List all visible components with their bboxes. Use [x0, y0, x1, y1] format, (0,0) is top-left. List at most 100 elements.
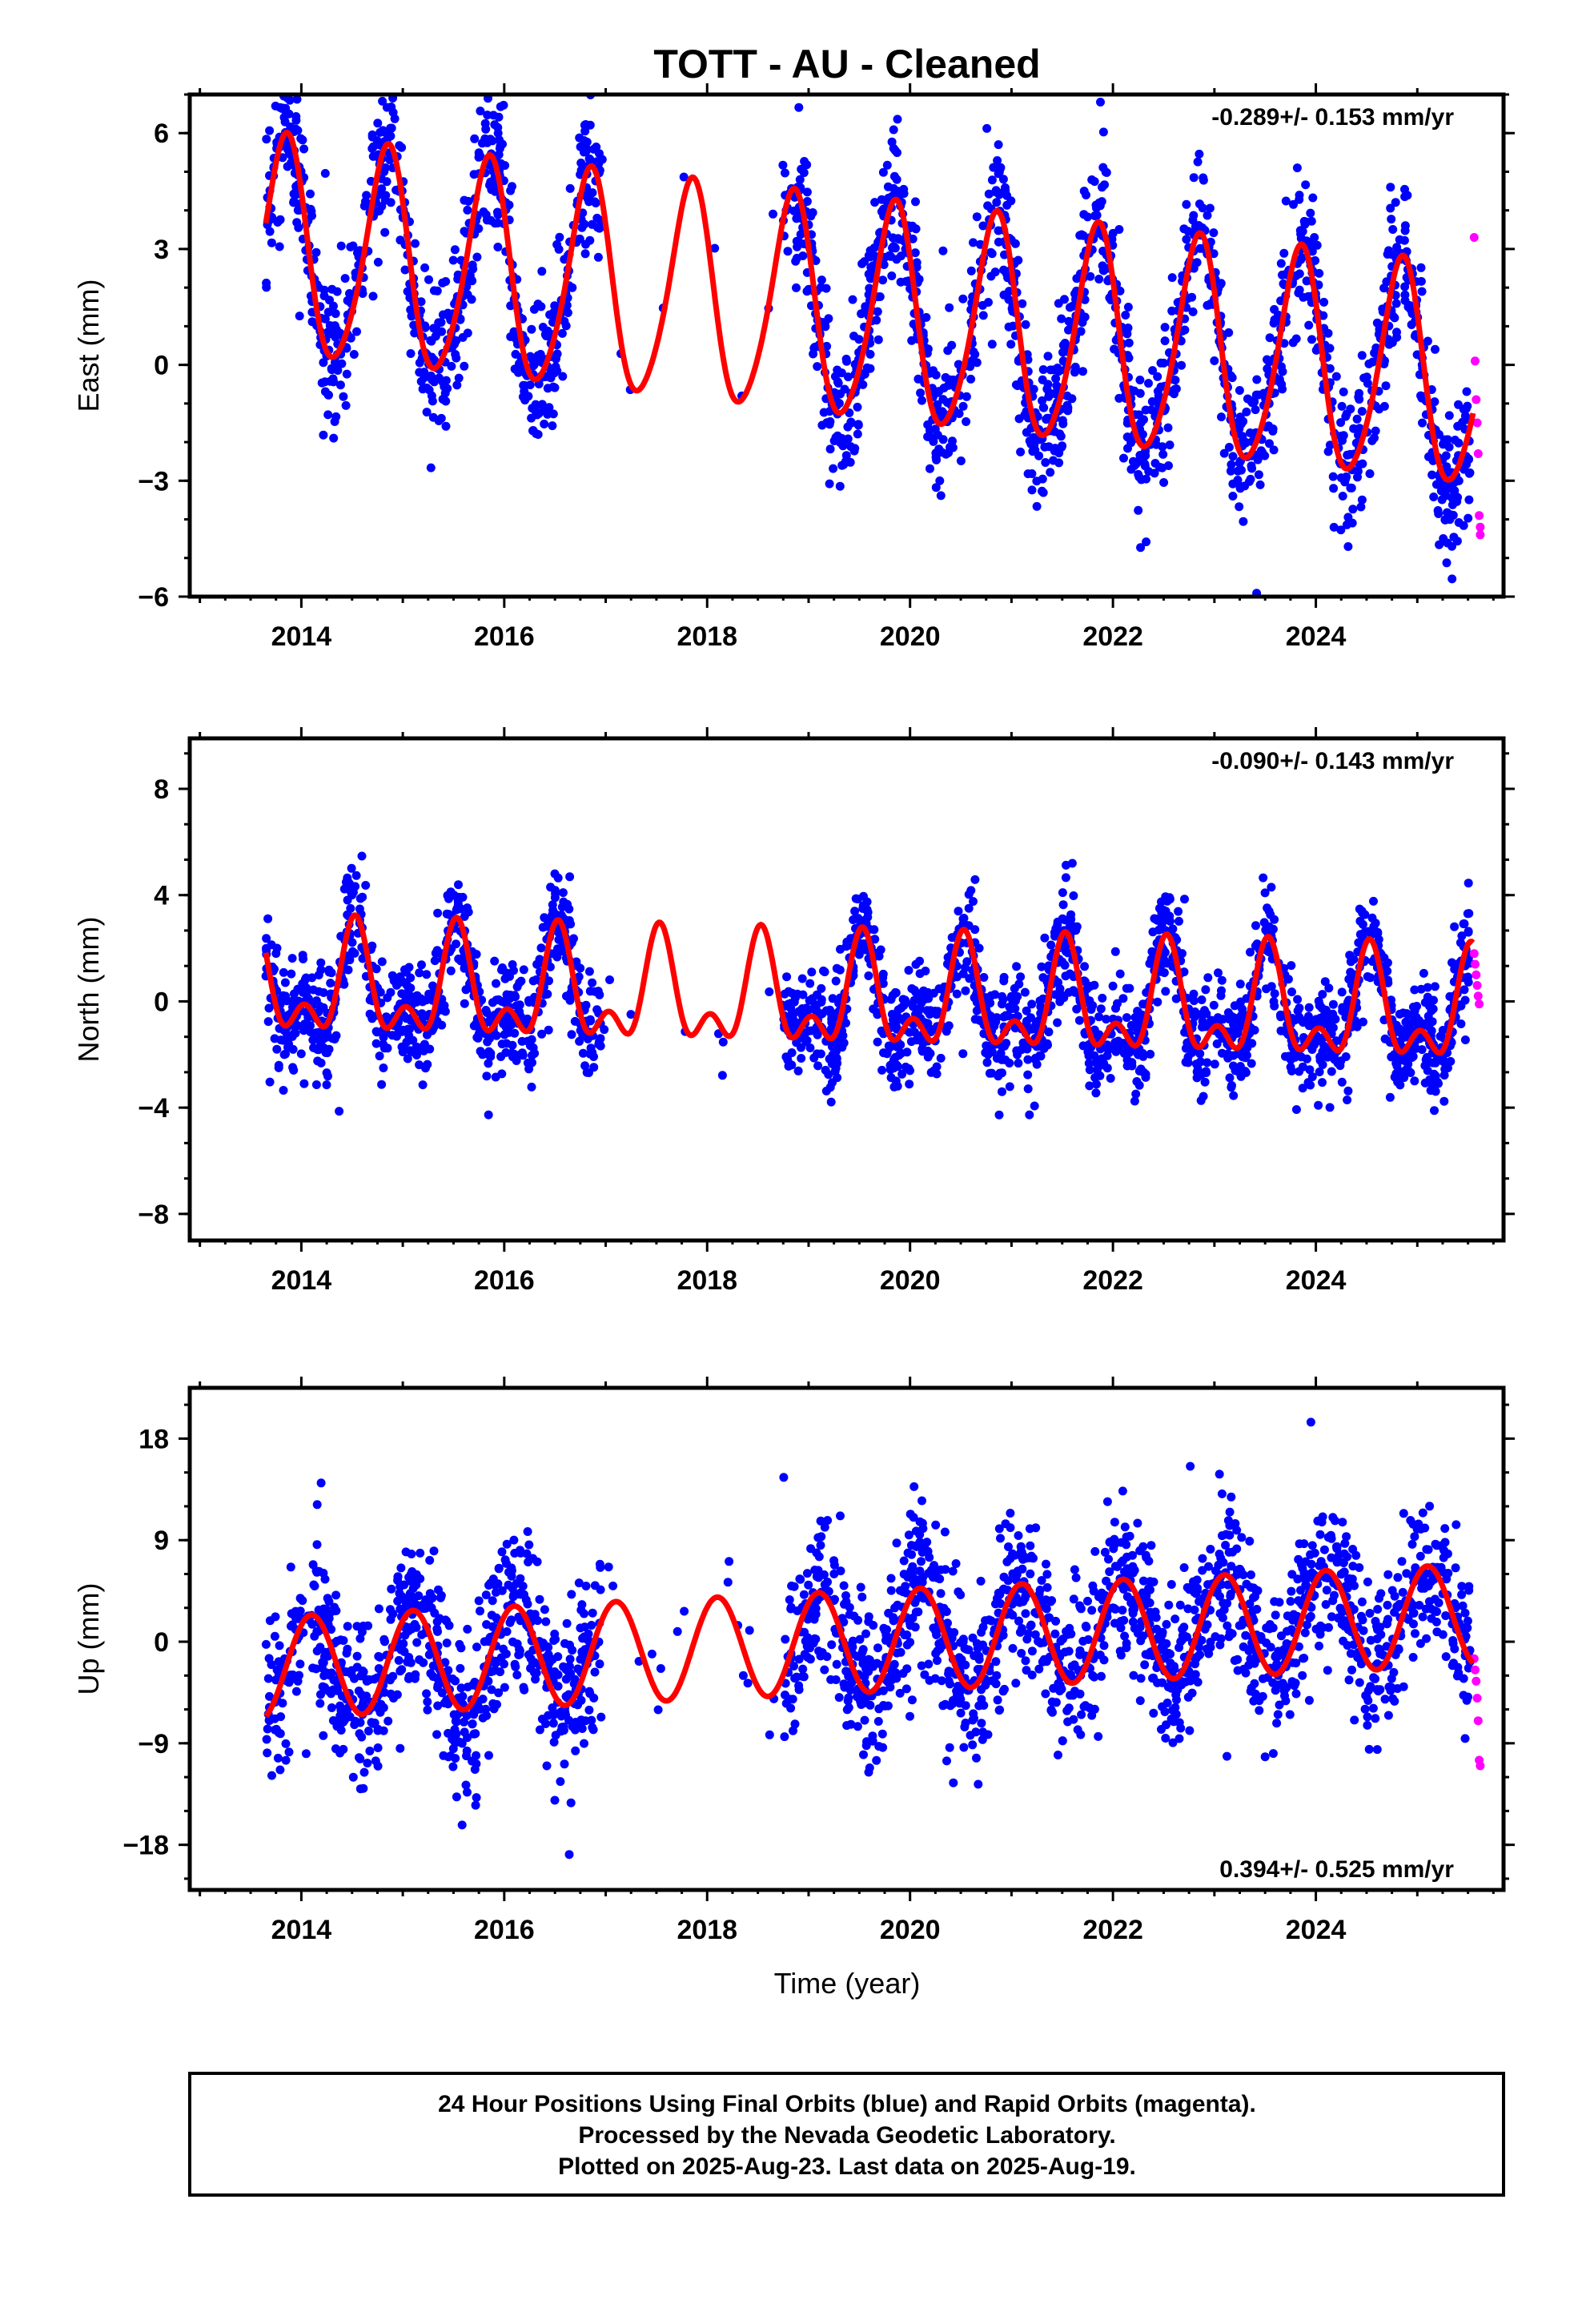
final-orbit-point [1298, 1062, 1307, 1072]
final-orbit-point [1113, 999, 1122, 1008]
final-orbit-point [1287, 1586, 1296, 1596]
final-orbit-point [380, 227, 390, 237]
final-orbit-point [508, 1040, 517, 1050]
final-orbit-point [297, 983, 307, 993]
final-orbit-point [1296, 255, 1306, 264]
final-orbit-point [341, 400, 351, 410]
final-orbit-point [424, 275, 433, 284]
final-orbit-point [441, 396, 451, 406]
final-orbit-point [878, 275, 888, 285]
final-orbit-point [509, 1049, 519, 1059]
final-orbit-point [515, 359, 524, 368]
final-orbit-point [1357, 351, 1367, 360]
final-orbit-point [1170, 376, 1180, 385]
final-orbit-point [1275, 377, 1285, 387]
final-orbit-point [467, 275, 476, 284]
final-orbit-point [527, 324, 536, 334]
final-orbit-point [343, 296, 352, 305]
final-orbit-point [1460, 1608, 1470, 1618]
final-orbit-point [942, 449, 951, 459]
final-orbit-point [550, 869, 560, 879]
final-orbit-point [1030, 1055, 1040, 1064]
final-orbit-point [1013, 991, 1022, 1001]
final-orbit-point [825, 1054, 834, 1063]
final-orbit-point [262, 135, 271, 144]
final-orbit-point [331, 332, 340, 342]
final-orbit-point [548, 421, 557, 431]
final-orbit-point [1424, 1001, 1434, 1011]
final-orbit-point [913, 374, 923, 384]
final-orbit-point [501, 1023, 511, 1032]
final-orbit-point [964, 903, 974, 913]
final-orbit-point [1159, 478, 1169, 487]
final-orbit-point [833, 365, 842, 375]
y-tick-label: 4 [154, 881, 169, 911]
final-orbit-point [1343, 542, 1353, 551]
final-orbit-point [893, 1005, 903, 1015]
final-orbit-point [1305, 1065, 1315, 1075]
final-orbit-point [1044, 1027, 1054, 1037]
final-orbit-point [329, 301, 338, 311]
final-orbit-point [966, 266, 976, 275]
final-orbit-point [516, 976, 526, 986]
final-orbit-point [306, 1021, 315, 1031]
final-orbit-point [878, 979, 888, 988]
final-orbit-point [1457, 931, 1467, 941]
final-orbit-point [272, 1044, 282, 1054]
final-orbit-point [420, 368, 429, 377]
final-orbit-point [1460, 1035, 1470, 1044]
final-orbit-point [540, 420, 549, 428]
final-orbit-point [1235, 386, 1244, 395]
final-orbit-point [970, 875, 980, 884]
final-orbit-point [1250, 1025, 1259, 1035]
final-orbit-point [449, 891, 459, 900]
rapid-orbit-point [1473, 991, 1483, 1001]
final-orbit-point [954, 409, 964, 418]
final-orbit-point [797, 974, 807, 983]
final-orbit-point [1337, 401, 1347, 411]
final-orbit-point [795, 175, 805, 184]
final-orbit-point [1338, 492, 1347, 501]
final-orbit-point [565, 872, 575, 882]
final-orbit-point [841, 942, 851, 951]
final-orbit-point [798, 990, 808, 999]
final-orbit-point [887, 271, 897, 280]
final-orbit-point [1252, 939, 1262, 949]
final-orbit-point [1198, 203, 1207, 213]
final-orbit-point [1167, 273, 1177, 283]
final-orbit-point [990, 990, 1000, 999]
final-orbit-point [1119, 1048, 1129, 1058]
final-orbit-point [472, 950, 481, 959]
final-orbit-point [1006, 196, 1016, 206]
final-orbit-point [1318, 1078, 1327, 1088]
final-orbit-point [817, 995, 826, 1004]
final-orbit-point [1435, 540, 1444, 549]
final-orbit-point [306, 189, 315, 199]
final-orbit-point [1395, 1055, 1405, 1064]
final-orbit-point [335, 380, 345, 390]
final-orbit-point [395, 141, 404, 151]
final-orbit-point [1447, 574, 1457, 584]
final-orbit-point [326, 979, 335, 988]
final-orbit-point [1310, 1040, 1319, 1050]
final-orbit-point [285, 95, 295, 105]
final-orbit-point [982, 123, 992, 133]
final-orbit-point [1023, 1084, 1033, 1094]
final-orbit-point [267, 238, 276, 247]
final-orbit-point [1196, 1070, 1206, 1080]
final-orbit-point [853, 402, 862, 412]
final-orbit-point [403, 1054, 412, 1063]
final-orbit-point [456, 315, 465, 324]
final-orbit-point [484, 1110, 493, 1120]
final-orbit-point [1199, 1092, 1208, 1101]
final-orbit-point [1400, 192, 1410, 202]
final-orbit-point [1371, 1714, 1380, 1723]
final-orbit-point [578, 1048, 588, 1058]
final-orbit-point [1383, 975, 1392, 985]
final-orbit-point [428, 396, 437, 406]
final-orbit-point [792, 283, 801, 292]
final-orbit-point [1328, 1009, 1338, 1019]
final-orbit-point [1203, 973, 1213, 983]
final-orbit-point [1085, 1065, 1094, 1075]
final-orbit-point [289, 1065, 299, 1075]
